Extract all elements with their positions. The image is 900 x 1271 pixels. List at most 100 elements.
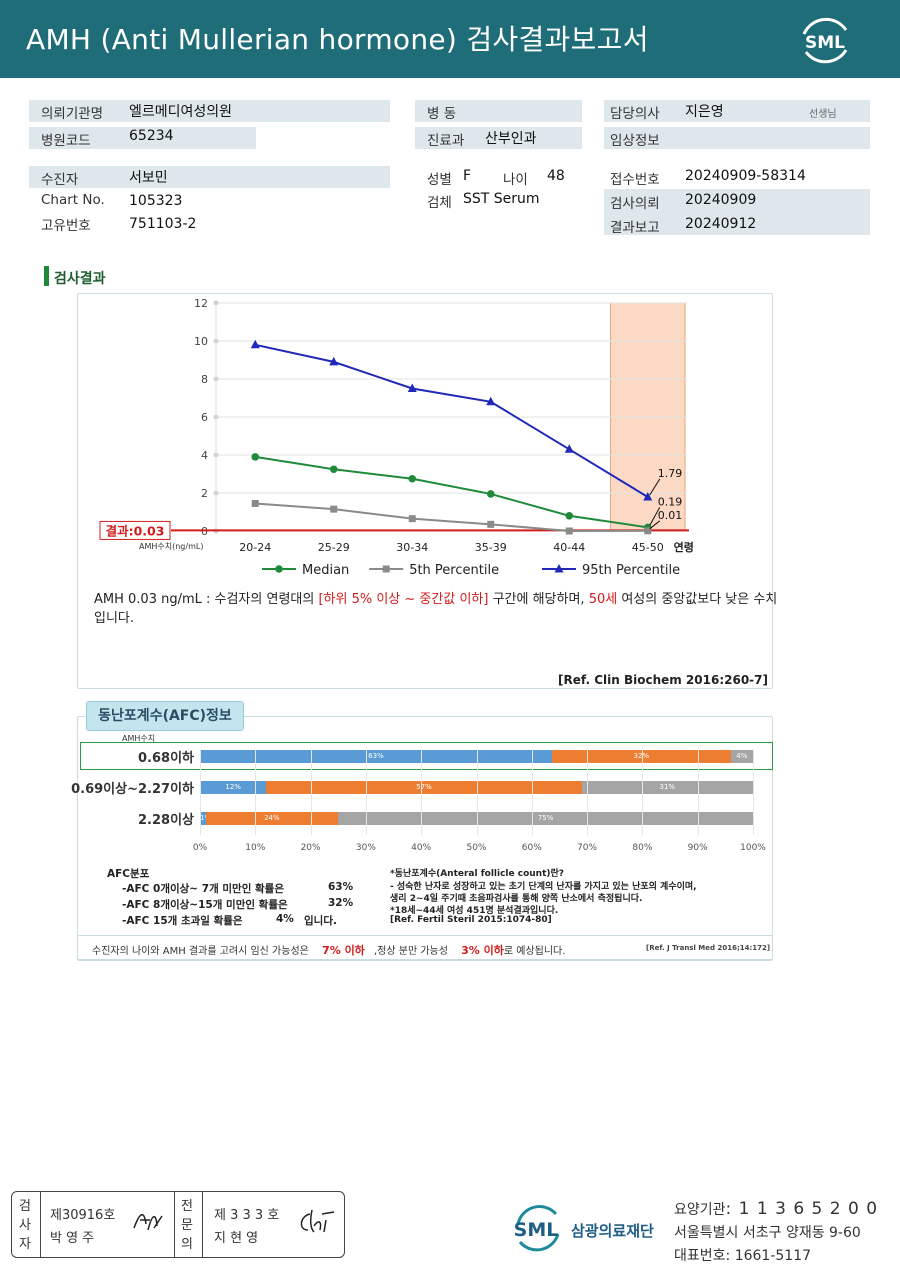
afc-x-tick: 60%	[521, 843, 542, 853]
svg-text:SML: SML	[805, 33, 845, 53]
footer-code: 요양기관: 1 1 3 6 5 2 0 0	[674, 1199, 879, 1219]
specialist-license: 제 3 3 3 호	[214, 1208, 280, 1223]
series-point-5th-percentile	[330, 505, 338, 513]
afc-dist-2-text: -AFC 8개이상~15개 미만인 확률은	[122, 899, 288, 911]
age-label: 나이	[503, 172, 528, 188]
series-point-median	[329, 465, 338, 474]
afc-dist-3-tail: 입니다.	[304, 915, 337, 927]
afc-x-tick: 20%	[300, 843, 321, 853]
afc-dist-1-text: -AFC 0개이상~ 7개 미만인 확률은	[122, 883, 284, 895]
afc-grid-line	[697, 749, 699, 835]
afc-x-tick: 90%	[687, 843, 708, 853]
series-point-95th-percentile	[329, 356, 339, 366]
afc-x-tick: 80%	[632, 843, 653, 853]
series-point-5th-percentile	[565, 527, 573, 535]
ward-bar	[415, 100, 582, 122]
stamp-divider	[174, 1192, 175, 1257]
series-point-95th-percentile	[643, 491, 653, 501]
afc-x-tick: 0%	[192, 843, 208, 853]
department-label: 진료과	[427, 133, 465, 149]
patient-value: 서보민	[129, 170, 168, 186]
afc-box	[77, 716, 773, 960]
delivery-value: 3% 이하	[461, 944, 504, 957]
afc-grid-line	[200, 749, 201, 835]
point-annotation: 0.01	[658, 509, 683, 522]
pregnancy-note-p1: 수진자의 나이와 AMH 결과를 고려시 임신 가능성은	[92, 946, 309, 957]
doctor-bar	[604, 100, 870, 122]
receipt-no-value: 20240909-58314	[685, 168, 806, 184]
legend-label: Median	[302, 563, 349, 578]
section-marker	[44, 266, 49, 286]
series-point-95th-percentile	[564, 444, 574, 453]
series-point-median	[486, 490, 495, 498]
afc-x-tick: 10%	[245, 843, 266, 853]
test-request-label: 검사의뢰	[610, 196, 660, 212]
dates-bar	[604, 189, 870, 235]
examiner-license: 제30916호	[50, 1208, 116, 1223]
afc-row-label: 2.28이상	[138, 813, 194, 828]
patient-label: 수진자	[41, 172, 79, 188]
chart-no-value: 105323	[129, 193, 183, 209]
afc-note-1: *동난포계수(Anteral follicle count)란?	[390, 869, 564, 879]
afc-dist-2-value: 32%	[328, 897, 354, 909]
afc-grid-line	[642, 749, 644, 835]
specialist-signature	[300, 1209, 335, 1233]
afc-grid-line	[365, 749, 367, 835]
sml-logo: SML	[802, 17, 848, 64]
legend-marker	[554, 564, 564, 573]
institution-bar	[29, 100, 390, 122]
report-header	[0, 0, 900, 78]
afc-note-2: - 성숙한 난자로 성장하고 있는 초기 단계의 난자를 가지고 있는 난포의 …	[390, 882, 697, 892]
test-request-value: 20240909	[685, 192, 757, 208]
amh-line-chart: 0 2 4 6 8 10 12 20-24 25-29 30-34 35-39 40-44 45-50 연…	[99, 297, 694, 578]
afc-x-tick: 100%	[740, 843, 766, 853]
comment-part1: AMH 0.03 ng/mL : 수검자의 연령대의	[94, 592, 319, 607]
afc-row-label: 0.69이상~2.27이하	[71, 782, 194, 797]
age-value: 48	[547, 168, 565, 184]
afc-tab: 동난포계수(AFC)정보	[86, 701, 244, 731]
y-tick-label: 12	[194, 297, 208, 310]
afc-x-tick: 30%	[355, 843, 376, 853]
afc-bar-segment: 75%	[338, 812, 753, 825]
afc-note-3: 생리 2~4일 주기때 초음파검사를 통해 양쪽 난소에서 측정됩니다.	[390, 894, 643, 904]
x-tick-label: 35-39	[475, 541, 507, 554]
series-point-95th-percentile	[407, 383, 417, 392]
series-point-median	[251, 453, 260, 461]
doctor-label: 담당의사	[610, 106, 660, 122]
afc-bar-segment: 4%	[730, 750, 753, 763]
hospital-code-bar	[29, 127, 256, 149]
afc-note-ref: [Ref. Fertil Steril 2015:1074-80]	[390, 915, 552, 925]
clinical-info-bar	[604, 127, 870, 149]
department-value: 산부인과	[485, 131, 537, 147]
x-tick-label: 45-50	[632, 541, 664, 554]
afc-grid-line	[753, 749, 754, 835]
afc-row-label: 0.68이하	[138, 751, 194, 766]
afc-x-tick: 50%	[466, 843, 487, 853]
unique-no-value: 751103-2	[129, 216, 197, 232]
afc-grid-line	[476, 749, 478, 835]
sex-label: 성별	[427, 172, 452, 188]
series-line-5th-percentile	[255, 502, 648, 533]
pregnancy-note-p2: ,정상 분만 가능성	[374, 946, 448, 957]
afc-bar-segment: 57%	[266, 781, 582, 794]
afc-grid-line	[255, 749, 257, 835]
department-bar	[415, 127, 582, 149]
result-comment: AMH 0.03 ng/mL : 수검자의 연령대의 [하위 5% 이상 ~ 중…	[94, 590, 784, 628]
y-tick-label: 0	[201, 525, 208, 538]
signature-stamp	[11, 1191, 345, 1258]
doctor-value: 지은영	[685, 104, 724, 120]
stamp-divider	[202, 1192, 203, 1257]
section-title: 검사결과	[54, 271, 106, 287]
pregnancy-note-p3: 로 예상됩니다.	[503, 946, 566, 957]
afc-bar-segment: 63%	[200, 750, 552, 763]
series-point-95th-percentile	[250, 339, 260, 349]
comment-range: [하위 5% 이상 ~ 중간값 이하]	[318, 592, 489, 607]
x-tick-label: 30-34	[396, 541, 428, 554]
pregnancy-note: 수진자의 나이와 AMH 결과를 고려시 임신 가능성은 7% 이하 ,정상 분…	[92, 942, 565, 958]
series-line-median	[255, 455, 648, 529]
sex-value: F	[463, 168, 472, 184]
y-tick-label: 6	[201, 411, 208, 424]
afc-note-4: *18세~44세 여성 451명 분석결과입니다.	[390, 906, 559, 916]
specimen-label: 검체	[427, 195, 452, 211]
pregnancy-note-box	[77, 935, 773, 961]
